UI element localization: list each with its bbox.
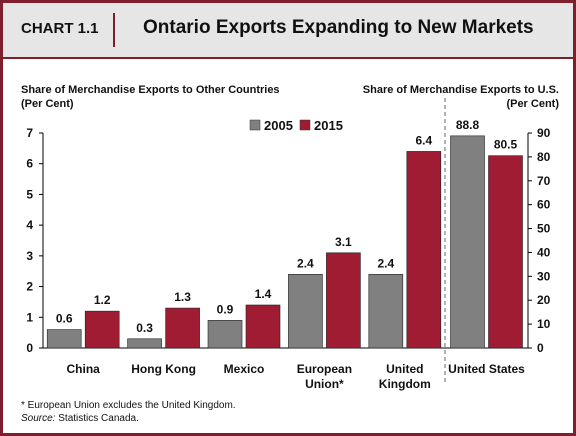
data-label-2005: 2.4: [377, 256, 394, 270]
bar-2015: [245, 304, 281, 349]
bar-2005: [368, 273, 404, 349]
data-label-2005: 2.4: [297, 256, 314, 270]
left-axis-label-line: (Per Cent): [21, 98, 74, 110]
left-axis-tick-label: 1: [26, 310, 33, 324]
bar-2015: [326, 252, 361, 349]
bar-2015: [84, 310, 120, 349]
left-axis-label-line: Share of Merchandise Exports to Other Co…: [21, 84, 280, 96]
category-label: Hong Kong: [131, 362, 196, 376]
category-label: European: [297, 362, 352, 376]
chart-number: CHART 1.1: [21, 20, 99, 37]
left-axis-tick-label: 3: [26, 249, 33, 263]
category-label: United: [386, 362, 423, 376]
category-label: Mexico: [224, 362, 265, 376]
legend-swatch-2015: [299, 119, 311, 131]
data-label-2015: 3.1: [335, 235, 352, 249]
header-divider: [113, 13, 115, 47]
data-label-2015: 80.5: [494, 138, 518, 152]
left-axis-tick-label: 7: [26, 126, 33, 140]
left-axis-tick-label: 2: [26, 280, 33, 294]
right-axis-tick-label: 20: [537, 293, 551, 307]
right-axis-tick-label: 50: [537, 222, 551, 236]
right-axis-label-line: Share of Merchandise Exports to U.S.: [362, 84, 559, 96]
bar-2005: [288, 273, 323, 349]
right-axis-label-line: (Per Cent): [506, 98, 559, 110]
right-axis-tick-label: 60: [537, 198, 551, 212]
bar-2005: [127, 338, 162, 349]
bar-2005: [207, 320, 243, 349]
bar-2015: [488, 155, 523, 349]
data-label-2005: 0.9: [217, 302, 234, 316]
source-label: Source:: [21, 413, 56, 424]
category-label: Union*: [305, 377, 344, 391]
category-label: Kingdom: [379, 377, 431, 391]
right-axis-tick-label: 30: [537, 269, 551, 283]
left-axis-tick-label: 0: [26, 341, 33, 355]
data-label-2015: 1.3: [174, 290, 191, 304]
right-axis-tick-label: 90: [537, 126, 551, 140]
left-axis-label: Share of Merchandise Exports to Other Co…: [21, 83, 280, 111]
right-axis-label: Share of Merchandise Exports to U.S. (Pe…: [363, 83, 559, 111]
header-rule: [3, 57, 573, 59]
legend-label-2015: 2015: [314, 118, 343, 133]
right-axis-tick-label: 80: [537, 150, 551, 164]
data-label-2015: 1.4: [255, 287, 272, 301]
left-axis-tick-label: 6: [26, 157, 33, 171]
data-label-2005: 88.8: [456, 118, 480, 132]
legend-swatch-2005: [249, 119, 261, 131]
left-axis-tick-label: 5: [26, 187, 33, 201]
bar-2005: [450, 135, 485, 349]
right-axis-tick-label: 40: [537, 245, 551, 259]
legend-label-2005: 2005: [264, 118, 293, 133]
data-label-2005: 0.3: [136, 321, 153, 335]
data-label-2015: 1.2: [94, 293, 111, 307]
footnote: * European Union excludes the United Kin…: [21, 399, 236, 425]
footnote-note: * European Union excludes the United Kin…: [21, 400, 236, 411]
right-axis-tick-label: 10: [537, 317, 551, 331]
chart-header: CHART 1.1 Ontario Exports Expanding to N…: [3, 3, 573, 57]
right-axis-tick-label: 70: [537, 174, 551, 188]
bar-2015: [165, 307, 200, 349]
left-axis-tick-label: 4: [26, 218, 33, 232]
bar-2015: [406, 151, 442, 349]
data-label-2015: 6.4: [415, 133, 432, 147]
footnote-source: Source: Statistics Canada.: [21, 412, 236, 425]
category-label: United States: [448, 362, 525, 376]
chart-title: Ontario Exports Expanding to New Markets: [143, 17, 534, 38]
right-axis-tick-label: 0: [537, 341, 544, 355]
category-label: China: [67, 362, 101, 376]
bar-2005: [46, 329, 82, 349]
source-text: Statistics Canada.: [55, 413, 139, 424]
data-label-2005: 0.6: [56, 312, 73, 326]
